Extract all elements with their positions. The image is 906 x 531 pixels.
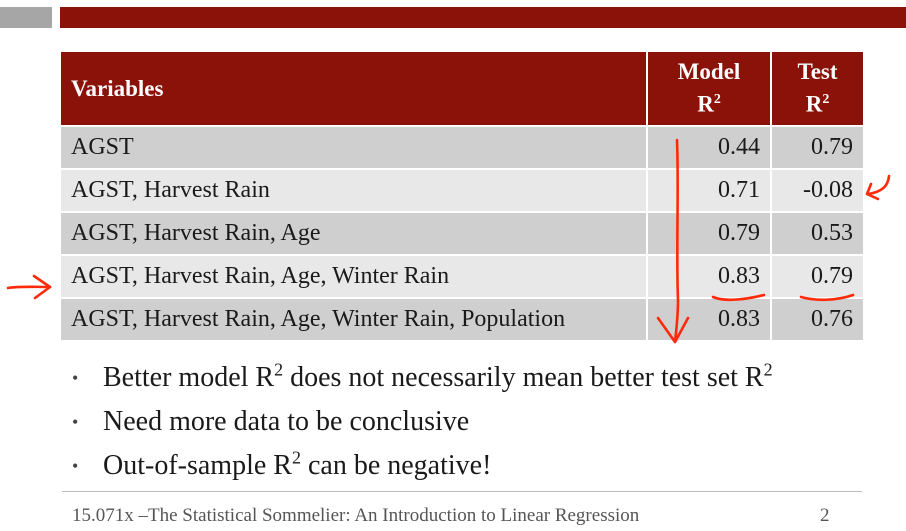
left-arrow-head-icon	[865, 182, 880, 201]
bullet-item: • Out-of-sample R2 can be negative!	[72, 444, 773, 488]
header-test-square: 2	[822, 92, 830, 108]
results-table: Variables Model R2 Test R2 AGST 0.44 0.7…	[61, 52, 863, 342]
header-test-r2: Test R2	[771, 52, 863, 127]
footer-text: 15.071x –The Statistical Sommelier: An I…	[72, 505, 640, 526]
row-variables: AGST, Harvest Rain, Age, Winter Rain	[61, 255, 648, 299]
row-model-r2: 0.83	[647, 255, 772, 299]
row-test-r2: -0.08	[771, 169, 863, 213]
table-header-row: Variables Model R2 Test R2	[61, 52, 863, 127]
header-model-square: 2	[713, 92, 721, 108]
row-variables: AGST, Harvest Rain, Age, Winter Rain, Po…	[61, 298, 648, 342]
table-row: AGST 0.44 0.79	[61, 126, 863, 170]
superscript: 2	[763, 359, 773, 380]
left-arrow-icon	[866, 174, 891, 196]
header-model-r2: Model R2	[647, 52, 772, 127]
row-model-r2: 0.71	[647, 169, 772, 213]
bullet-dot-icon: •	[72, 368, 79, 388]
page-number: 2	[820, 505, 830, 526]
row-test-r2: 0.76	[771, 298, 863, 342]
header-test-line1: Test	[797, 59, 838, 85]
row-variables: AGST	[61, 126, 648, 170]
row-variables: AGST, Harvest Rain, Age	[61, 212, 648, 256]
header-model-line2: R	[697, 91, 714, 117]
header-model-line1: Model	[677, 59, 741, 85]
row-variables: AGST, Harvest Rain	[61, 169, 648, 213]
footer-divider	[62, 491, 862, 492]
bullet-item: • Need more data to be conclusive	[72, 400, 773, 444]
table-row: AGST, Harvest Rain, Age, Winter Rain 0.8…	[61, 255, 863, 299]
bullet-text: Better model R	[103, 362, 275, 393]
table-row: AGST, Harvest Rain 0.71 -0.08	[61, 169, 863, 213]
superscript: 2	[291, 447, 301, 468]
header-test-line2: R	[805, 91, 823, 117]
bullet-text: does not necessarily mean better test se…	[283, 362, 764, 393]
top-bar-red	[60, 7, 906, 28]
bullet-text: Out-of-sample R	[103, 450, 292, 481]
superscript: 2	[274, 359, 284, 380]
top-bar-gray	[0, 7, 52, 28]
row-model-r2: 0.44	[647, 126, 772, 170]
bullet-list: • Better model R2 does not necessarily me…	[72, 356, 773, 488]
row-model-r2: 0.79	[647, 212, 772, 256]
row-test-r2: 0.79	[771, 255, 863, 299]
bullet-dot-icon: •	[72, 412, 79, 432]
right-arrow-icon	[6, 285, 52, 290]
table-row: AGST, Harvest Rain, Age, Winter Rain, Po…	[61, 298, 863, 342]
row-model-r2: 0.83	[647, 298, 772, 342]
row-test-r2: 0.53	[771, 212, 863, 256]
bullet-dot-icon: •	[72, 456, 79, 476]
bullet-text: can be negative!	[300, 450, 492, 481]
right-arrow-head-icon	[32, 274, 52, 300]
bullet-text: Need more data to be conclusive	[103, 406, 470, 437]
header-variables: Variables	[61, 52, 648, 127]
row-test-r2: 0.79	[771, 126, 863, 170]
table-row: AGST, Harvest Rain, Age 0.79 0.53	[61, 212, 863, 256]
bullet-item: • Better model R2 does not necessarily me…	[72, 356, 773, 400]
